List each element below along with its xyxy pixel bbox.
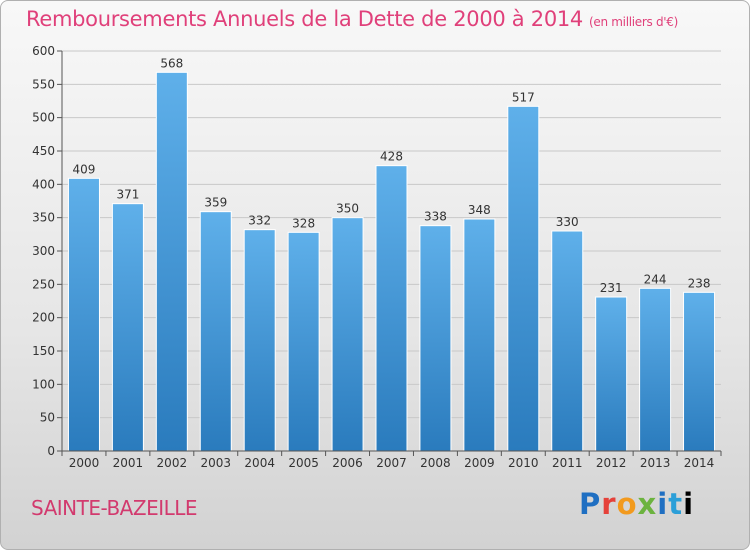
bar (155, 71, 188, 452)
logo-letter: i (657, 487, 669, 521)
bar-value-label: 359 (204, 196, 227, 210)
y-tick-label: 300 (32, 244, 55, 258)
bar-value-label: 244 (644, 272, 667, 286)
bar (419, 225, 452, 452)
x-axis-ticks: 2000 2001 2002 2003 2004 2005 2006 2007 2008 2009… (61, 451, 722, 470)
x-tick-label: 2011 (552, 456, 583, 470)
x-tick-label: 2009 (464, 456, 495, 470)
logo-letter: x (637, 487, 658, 521)
x-tick-label: 2005 (288, 456, 319, 470)
bar-value-label: 371 (116, 188, 139, 202)
y-tick-label: 550 (32, 77, 55, 91)
y-tick-label: 250 (32, 277, 55, 291)
x-tick-label: 2004 (244, 456, 275, 470)
y-axis-ticks: 0 50 100 150 200 250 300 350 400 450 500 550 600 (32, 44, 62, 458)
x-tick-label: 2008 (420, 456, 451, 470)
x-tick-label: 2010 (508, 456, 539, 470)
bar-value-label: 350 (336, 202, 359, 216)
axes (61, 51, 721, 452)
bar-value-label: 409 (73, 162, 96, 176)
x-tick-label: 2013 (640, 456, 671, 470)
bar (507, 105, 540, 452)
bar (287, 231, 320, 452)
bar-value-label: 338 (424, 210, 447, 224)
logo-letter: r (601, 487, 617, 521)
logo-letter: i (683, 487, 695, 521)
bar-value-label: 568 (160, 56, 183, 70)
bar (639, 287, 672, 452)
y-tick-label: 50 (40, 411, 55, 425)
bar (199, 211, 232, 452)
bar (67, 177, 100, 452)
y-tick-label: 500 (32, 111, 55, 125)
x-tick-label: 2007 (376, 456, 407, 470)
y-tick-label: 100 (32, 377, 55, 391)
proxiti-logo: Proxiti (579, 487, 694, 521)
bar (331, 217, 364, 452)
x-tick-label: 2006 (332, 456, 363, 470)
bar-value-label: 231 (600, 281, 623, 295)
value-labels: 409 371 568 359 332 328 350 428 338 348 517 330 231 2… (73, 56, 711, 295)
bar (111, 203, 144, 452)
bar (683, 291, 716, 452)
chart-title: Remboursements Annuels de la Dette de 20… (26, 7, 678, 31)
logo-letter: o (616, 487, 638, 521)
y-tick-label: 200 (32, 311, 55, 325)
logo-letter: P (579, 487, 602, 521)
title-unit: (en milliers d'€) (589, 15, 679, 29)
x-tick-label: 2003 (200, 456, 231, 470)
bar-value-label: 428 (380, 150, 403, 164)
title-text: Remboursements Annuels de la Dette de 20… (26, 7, 583, 31)
bar-value-label: 332 (248, 214, 271, 228)
x-tick-label: 2014 (684, 456, 715, 470)
x-tick-label: 2000 (69, 456, 100, 470)
bar (243, 229, 276, 452)
bar-value-label: 328 (292, 216, 315, 230)
y-tick-label: 400 (32, 177, 55, 191)
bar (551, 230, 584, 452)
bar-value-label: 238 (688, 276, 711, 290)
y-tick-label: 0 (47, 444, 55, 458)
y-tick-label: 600 (32, 44, 55, 58)
bar-value-label: 517 (512, 90, 535, 104)
y-tick-label: 150 (32, 344, 55, 358)
bar (595, 296, 628, 452)
x-tick-label: 2002 (157, 456, 188, 470)
y-tick-label: 450 (32, 144, 55, 158)
bars (67, 71, 716, 452)
x-tick-label: 2012 (596, 456, 627, 470)
x-tick-label: 2001 (113, 456, 144, 470)
bar-value-label: 348 (468, 203, 491, 217)
city-name: SAINTE-BAZEILLE (31, 496, 198, 520)
bar (463, 218, 496, 452)
logo-letter: t (668, 487, 684, 521)
bar (375, 165, 408, 452)
y-tick-label: 350 (32, 211, 55, 225)
bar-value-label: 330 (556, 215, 579, 229)
